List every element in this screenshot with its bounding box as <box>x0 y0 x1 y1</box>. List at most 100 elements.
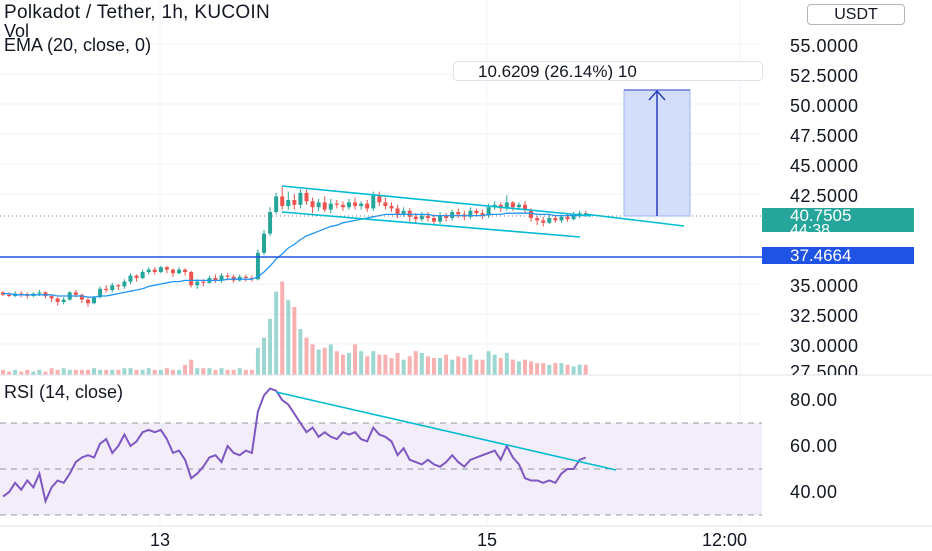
volume-bar <box>13 369 18 375</box>
candle-body <box>541 220 546 223</box>
candle-body <box>565 216 570 220</box>
candle-body <box>170 269 175 274</box>
candle-body <box>383 202 388 206</box>
volume-legend[interactable]: Vol <box>4 21 30 41</box>
volume-bar <box>189 359 194 375</box>
price-tick: 55.0000 <box>790 36 859 56</box>
volume-bar <box>565 364 570 375</box>
candle-body <box>486 207 491 216</box>
time-tick: 13 <box>150 530 171 550</box>
volume-bar <box>164 368 169 375</box>
volume-bar <box>67 369 72 375</box>
volume-bar <box>413 351 418 375</box>
candle-body <box>371 195 376 209</box>
channel-projection-line <box>583 213 685 227</box>
candle-body <box>328 203 333 210</box>
volume-bar <box>104 369 109 375</box>
candle-body <box>110 285 115 290</box>
volume-bar <box>577 364 582 375</box>
channel-upper-line <box>281 185 592 217</box>
drawings-layer[interactable] <box>0 89 762 471</box>
volume-bar <box>407 356 412 375</box>
candle-body <box>316 202 321 208</box>
candle-body <box>304 192 309 202</box>
bar-countdown: 44:38 <box>790 222 831 239</box>
candle-body <box>122 281 127 287</box>
volume-bar <box>249 369 254 375</box>
volume-bar <box>134 369 139 375</box>
measure-label: 10.6209 (26.14%) 10 <box>453 61 763 81</box>
candle-body <box>547 218 552 223</box>
candle-body <box>61 299 66 302</box>
candle-body <box>98 288 103 298</box>
candle-body <box>152 269 157 272</box>
volume-bar <box>146 368 151 375</box>
candle-body <box>298 192 303 205</box>
horizontal-level-label: 37.4664 <box>762 247 914 264</box>
volume-bar <box>225 369 230 375</box>
volume-bar <box>61 368 66 375</box>
volume-bar <box>322 347 327 375</box>
last-price-value: 40.7505 <box>790 206 852 225</box>
candle-body <box>116 285 121 287</box>
candle-body <box>365 203 370 209</box>
candle-body <box>559 216 564 221</box>
volume-bar <box>158 369 163 375</box>
volume-bar <box>310 344 315 375</box>
volume-bar <box>468 354 473 375</box>
volume-bar <box>128 368 133 375</box>
symbol-legend[interactable]: Polkadot / Tether, 1h, KUCOIN <box>4 2 271 23</box>
volume-bar <box>389 358 394 375</box>
last-price-label: 40.7505 44:38 <box>762 206 914 239</box>
volume-bar <box>98 369 103 375</box>
volume-bar <box>92 368 97 375</box>
candle-body <box>219 275 224 281</box>
volume-bar <box>183 364 188 375</box>
volume-bar <box>55 369 60 375</box>
candle-body <box>140 272 145 278</box>
candle-body <box>7 294 12 296</box>
candle-body <box>213 278 218 281</box>
volume-bar <box>177 369 182 375</box>
candle-body <box>340 204 345 208</box>
volume-bar <box>328 344 333 375</box>
candle-body <box>553 218 558 221</box>
ema-legend[interactable]: EMA (20, close, 0) <box>4 35 152 55</box>
candle-body <box>183 269 188 272</box>
volume-bar <box>243 369 248 375</box>
candle-body <box>413 216 418 220</box>
volume-bar <box>255 347 260 375</box>
candle-body <box>225 275 230 277</box>
price-tick: 50.0000 <box>790 96 859 116</box>
price-tick: 45.0000 <box>790 156 859 176</box>
candle-body <box>158 267 163 272</box>
volume-bar <box>43 371 48 375</box>
volume-bar <box>298 329 303 375</box>
price-tick: 27.5000 <box>790 362 859 375</box>
candle-body <box>334 203 339 205</box>
volume-bar <box>49 368 54 375</box>
candle-body <box>523 204 528 210</box>
volume-bar <box>262 337 267 375</box>
currency-button[interactable]: USDT <box>807 4 905 25</box>
volume-bar <box>286 300 291 375</box>
volume-bar <box>486 351 491 375</box>
volume-bar <box>559 363 564 375</box>
volume-bar <box>510 359 515 375</box>
ema-line <box>3 212 586 298</box>
volume-bar <box>213 369 218 375</box>
price-tick: 42.5000 <box>790 186 859 206</box>
volume-bar <box>340 354 345 375</box>
volume-bar <box>274 291 279 375</box>
candle-body <box>128 275 133 282</box>
candle-body <box>346 202 351 208</box>
candle-body <box>377 195 382 203</box>
candle-body <box>262 233 267 253</box>
candle-body <box>516 204 521 208</box>
volume-bar <box>474 359 479 375</box>
candle-body <box>85 299 90 304</box>
rsi-legend[interactable]: RSI (14, close) <box>4 382 124 402</box>
candle-body <box>353 202 358 206</box>
candle-body <box>444 215 449 218</box>
